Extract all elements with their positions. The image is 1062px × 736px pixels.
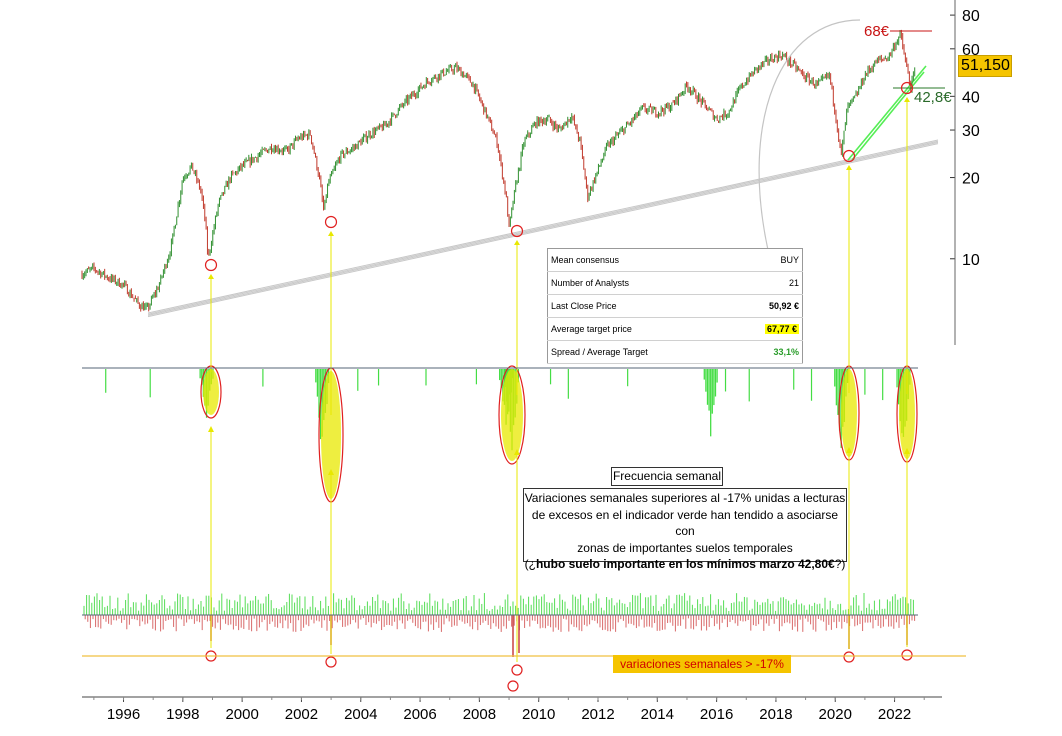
row-label: Mean consensus <box>547 248 731 272</box>
x-tick-label: 2016 <box>700 706 733 723</box>
threshold-label: variaciones semanales > -17% <box>613 655 791 673</box>
highlight-fill <box>899 369 915 459</box>
row-label: Average target price <box>547 317 731 341</box>
row-label: Spread / Average Target <box>547 340 731 364</box>
x-tick-label: 2004 <box>344 706 377 723</box>
consensus-table: Mean consensus BUY Number of Analysts 21 L… <box>547 248 803 364</box>
table-row: Mean consensus BUY <box>547 248 803 272</box>
description-line: (¿hubo suelo importante en los mínimos m… <box>524 557 846 571</box>
y-tick-label: 40 <box>962 89 980 106</box>
trendline <box>147 139 939 314</box>
highlight-fill <box>321 371 341 499</box>
threshold-circle <box>507 680 519 692</box>
channel-line <box>847 65 927 161</box>
description-line: de excesos en el indicador verde han ten… <box>531 507 839 539</box>
callout-arrow <box>758 19 861 251</box>
row-label: Last Close Price <box>547 294 731 318</box>
trendline <box>147 141 939 316</box>
target-price-value: 67,77 € <box>764 324 799 334</box>
threshold-circle <box>901 649 913 661</box>
bottom-circle <box>324 215 338 229</box>
row-label: Number of Analysts <box>547 271 731 295</box>
bottom-circle <box>842 149 856 163</box>
highlight-ellipse <box>498 365 526 465</box>
x-tick-label: 1996 <box>107 706 140 723</box>
description-question: hubo suelo importante en los mínimos mar… <box>535 557 835 571</box>
arrow-head <box>846 447 852 453</box>
y-tick-label: 60 <box>962 42 980 59</box>
price-panel: 68€ 42,8€ <box>81 19 952 318</box>
arrow-head <box>328 231 334 236</box>
weekly-variation-panel <box>83 593 916 657</box>
table-row: Last Close Price 50,92 € <box>547 294 803 318</box>
table-row: Average target price 67,77 € <box>547 317 803 341</box>
threshold-circle <box>511 664 523 676</box>
x-tick-label: 2020 <box>819 706 852 723</box>
highlight-fill <box>501 369 523 461</box>
x-tick-label: 1998 <box>166 706 199 723</box>
x-tick-label: 2008 <box>463 706 496 723</box>
highlight-fill <box>841 369 857 457</box>
row-value: 33,1% <box>730 340 803 364</box>
bottom-markers <box>204 81 914 692</box>
trendline <box>147 140 939 315</box>
x-tick-label: 2000 <box>225 706 258 723</box>
description-line: zonas de importantes suelos temporales <box>577 540 793 555</box>
row-value: 50,92 € <box>730 294 803 318</box>
threshold-circle <box>843 651 855 663</box>
bottom-circle <box>900 81 914 95</box>
trendline <box>147 143 939 318</box>
table-row: Number of Analysts 21 <box>547 271 803 295</box>
arrow-head <box>328 469 334 475</box>
y-tick-label: 10 <box>962 252 980 269</box>
description-box: Variaciones semanales superiores al -17%… <box>523 488 847 571</box>
y-tick-label: 20 <box>962 171 980 188</box>
x-tick-label: 2006 <box>403 706 436 723</box>
row-value: 21 <box>730 271 803 295</box>
arrow-head <box>904 448 910 454</box>
x-tick-label: 2010 <box>522 706 555 723</box>
arrow-head <box>208 426 214 432</box>
frequency-label: Frecuencia semanal <box>611 467 723 486</box>
x-tick-label: 2014 <box>641 706 674 723</box>
description-line: Variaciones semanales superiores al -17%… <box>524 491 846 505</box>
indicator-panel <box>105 365 918 503</box>
last-price-tag: 51,150 <box>958 55 1012 77</box>
arrow-head <box>846 165 852 170</box>
x-tick-label: 2018 <box>759 706 792 723</box>
axes: 10 20 30 40 60 80 1996 1998 2000 2002 2004 2006 2008… <box>82 0 980 723</box>
highlight-fill <box>203 369 219 415</box>
arrow-head <box>904 97 910 102</box>
table-row: Spread / Average Target 33,1% <box>547 340 803 364</box>
support-label: 42,8€ <box>914 89 952 106</box>
arrow-head <box>514 449 520 455</box>
arrow-head <box>208 274 214 279</box>
row-value: BUY <box>730 248 803 272</box>
threshold-circle <box>325 656 337 668</box>
target-label: 68€ <box>864 23 890 40</box>
arrow-head <box>514 240 520 245</box>
y-tick-label: 30 <box>962 123 980 140</box>
bottom-circle <box>204 258 218 272</box>
x-tick-label: 2002 <box>285 706 318 723</box>
x-tick-label: 2012 <box>581 706 614 723</box>
y-tick-label: 80 <box>962 8 980 25</box>
bottom-circle <box>510 224 524 238</box>
x-tick-label: 2022 <box>878 706 911 723</box>
